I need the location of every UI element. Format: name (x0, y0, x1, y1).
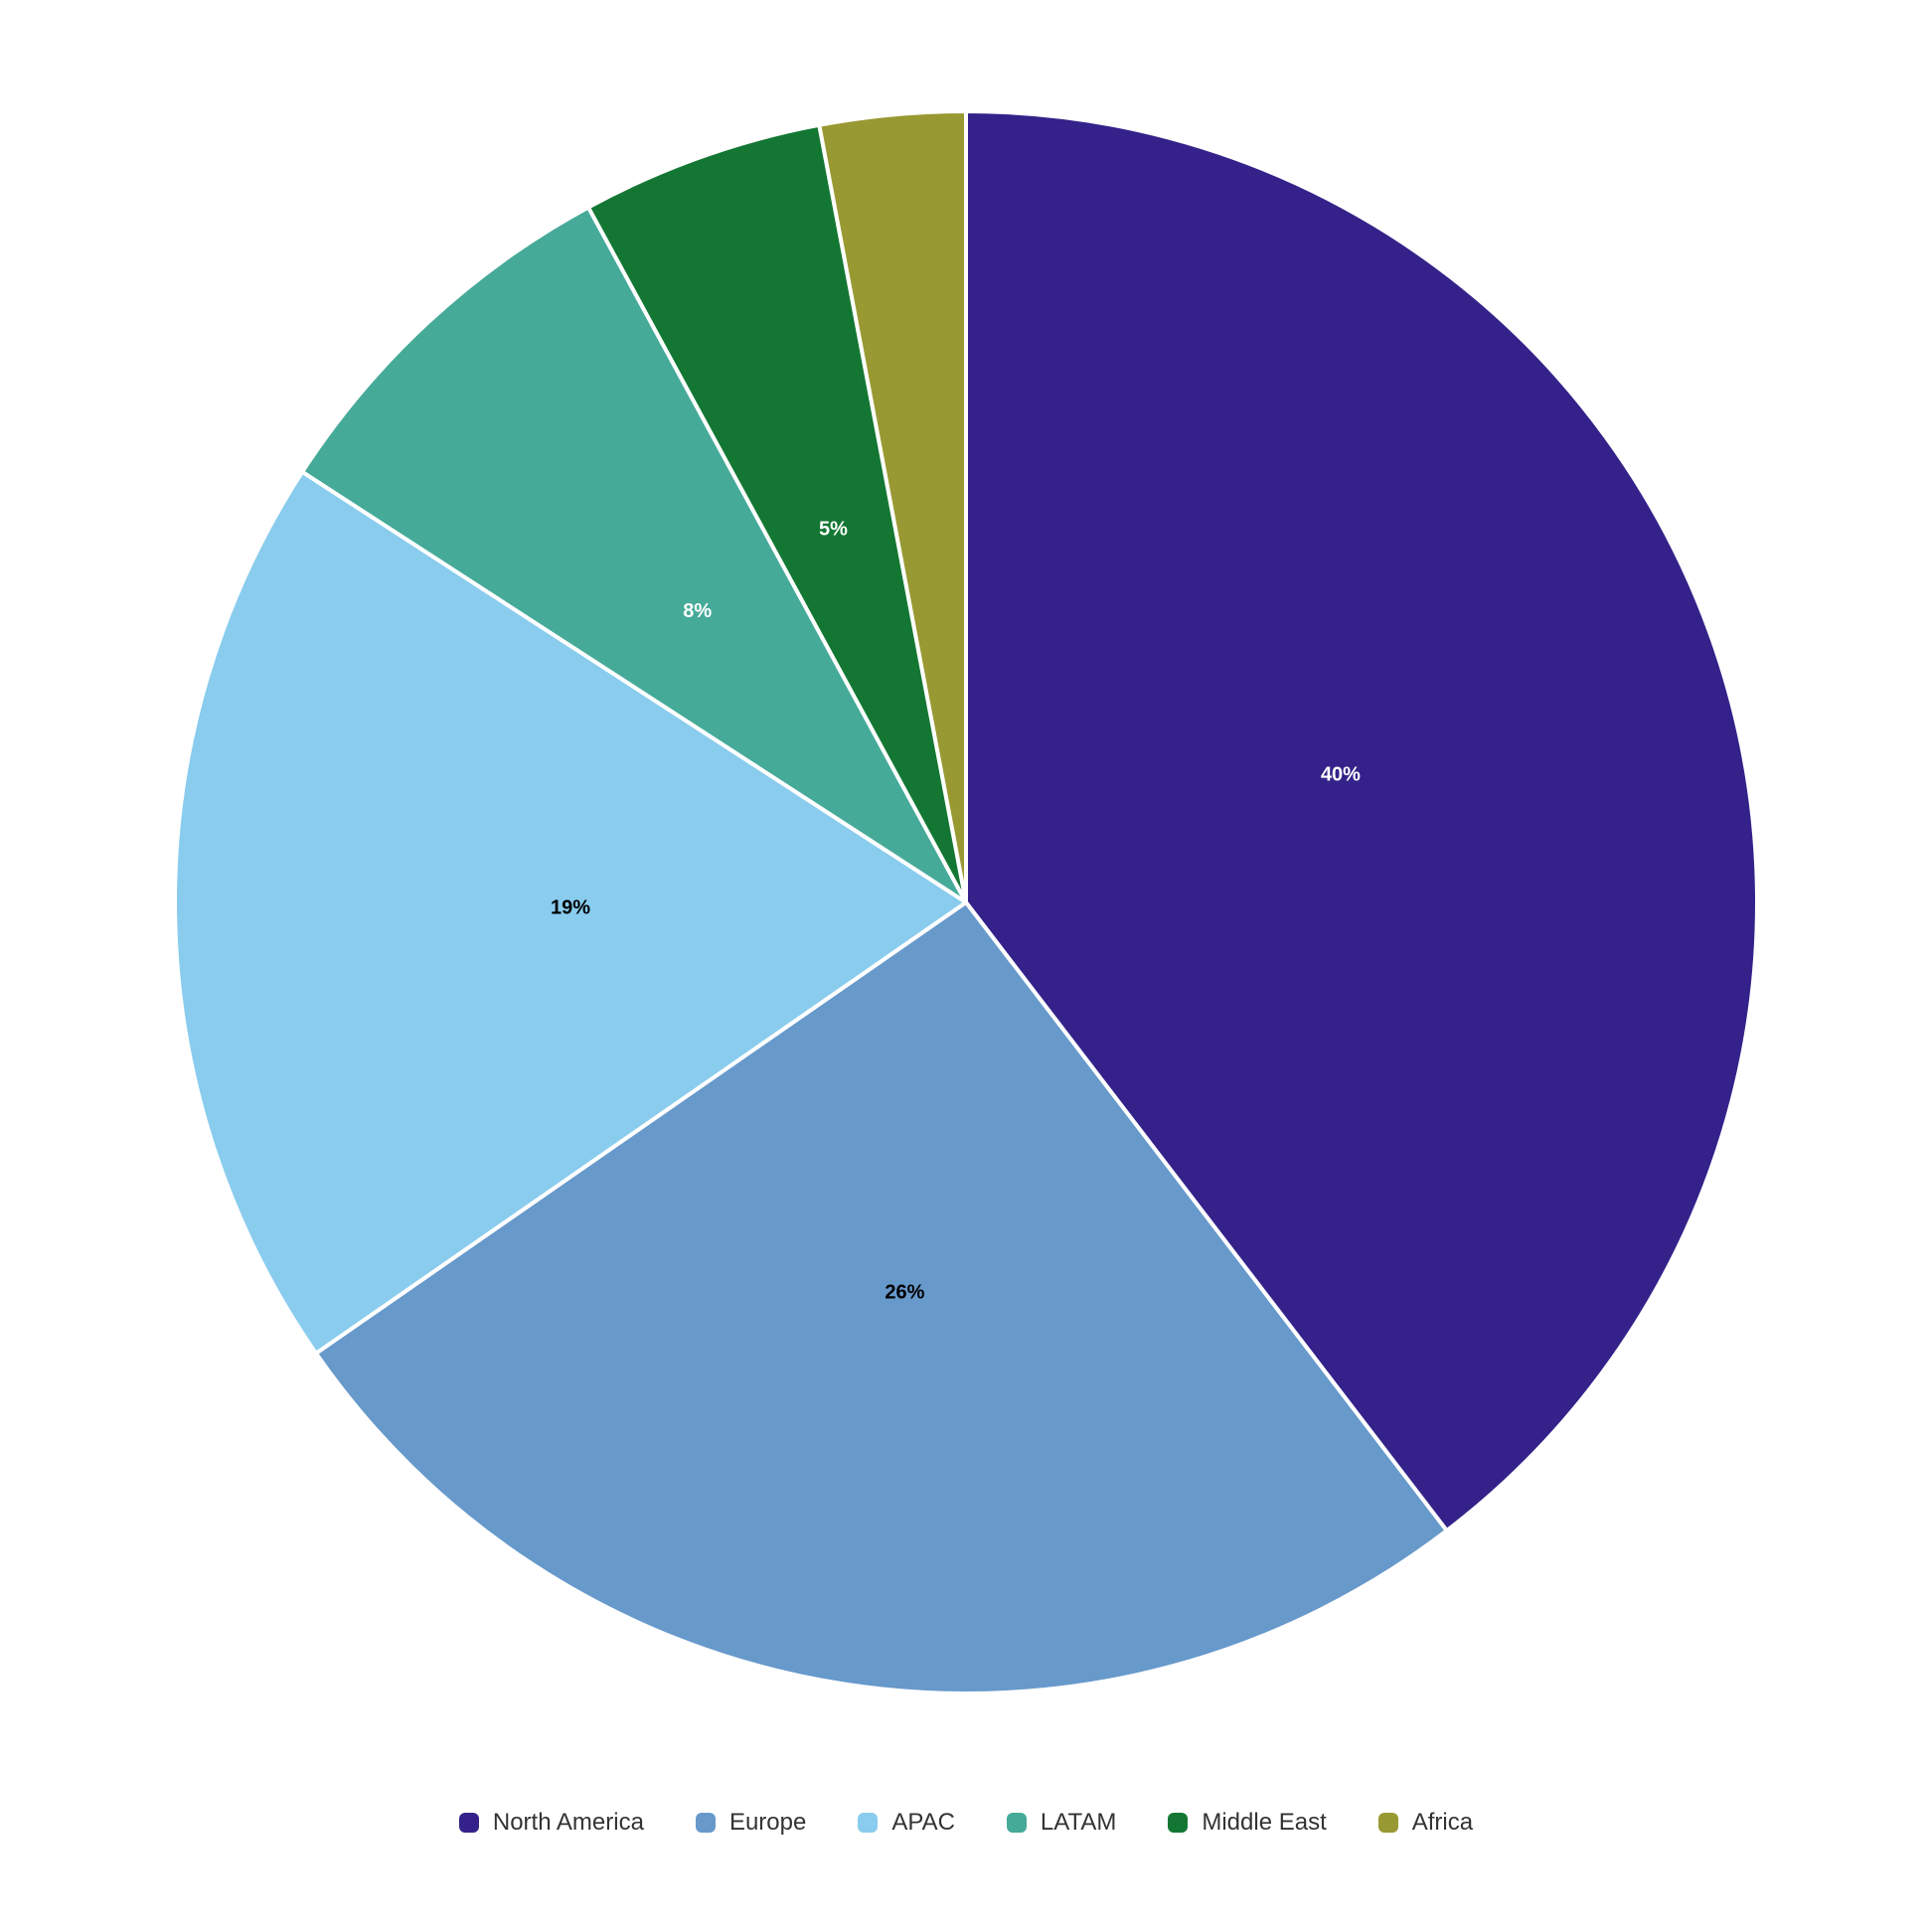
legend-item: Middle East (1168, 1809, 1327, 1837)
slice-label: 8% (683, 600, 712, 622)
legend-swatch (858, 1813, 879, 1833)
legend-swatch (458, 1813, 479, 1833)
pie-slice (586, 122, 968, 904)
legend-item: North America (458, 1809, 644, 1837)
legend-label: LATAM (1040, 1809, 1117, 1836)
legend-label: Middle East (1202, 1809, 1327, 1836)
legend-item: APAC (858, 1809, 955, 1837)
slice-label: 19% (551, 896, 590, 918)
legend-label: Europe (728, 1809, 807, 1836)
pie-slice (172, 469, 968, 1356)
pie-slice (964, 109, 1759, 1533)
legend-label: Africa (1411, 1809, 1474, 1836)
legend-item: Europe (695, 1809, 807, 1837)
legend-item: Africa (1377, 1809, 1474, 1837)
pie-slice (313, 900, 1449, 1695)
slice-label: 40% (1321, 764, 1361, 786)
legend-label: APAC (891, 1809, 955, 1836)
legend-swatch (695, 1813, 716, 1833)
pie-slice (817, 109, 968, 904)
legend-label: North America (492, 1809, 644, 1836)
legend-swatch (1168, 1813, 1189, 1833)
pie-slice (300, 205, 968, 904)
legend-item: LATAM (1006, 1809, 1117, 1837)
slice-label: 26% (885, 1281, 924, 1303)
slice-label: 5% (819, 518, 848, 540)
legend: North America Europe APAC LATAM Middle East A… (0, 1809, 1932, 1837)
legend-swatch (1006, 1813, 1027, 1833)
legend-swatch (1377, 1813, 1398, 1833)
